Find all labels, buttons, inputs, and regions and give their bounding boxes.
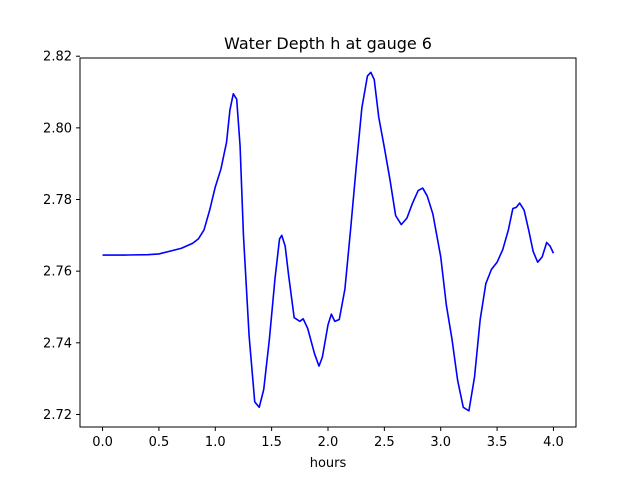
y-tick-label: 2.74 [43, 336, 72, 351]
chart-title: Water Depth h at gauge 6 [224, 34, 432, 53]
x-tick-label: 2.0 [318, 435, 339, 450]
x-axis-label: hours [310, 456, 347, 471]
x-tick-label: 2.5 [374, 435, 395, 450]
y-tick-label: 2.72 [43, 408, 72, 423]
x-tick-label: 0.5 [149, 435, 170, 450]
x-tick-label: 1.5 [261, 435, 282, 450]
x-tick-label: 3.5 [487, 435, 508, 450]
y-tick-label: 2.76 [43, 265, 72, 280]
x-tick-label: 1.0 [205, 435, 226, 450]
x-tick-label: 3.0 [430, 435, 451, 450]
y-tick-label: 2.80 [43, 121, 72, 136]
plot-area-frame [79, 57, 577, 428]
y-tick-label: 2.82 [43, 50, 72, 65]
x-tick-label: 0.0 [92, 435, 113, 450]
y-tick-label: 2.78 [43, 193, 72, 208]
series-line-0 [102, 71, 555, 412]
x-tick-label: 4.0 [543, 435, 564, 450]
